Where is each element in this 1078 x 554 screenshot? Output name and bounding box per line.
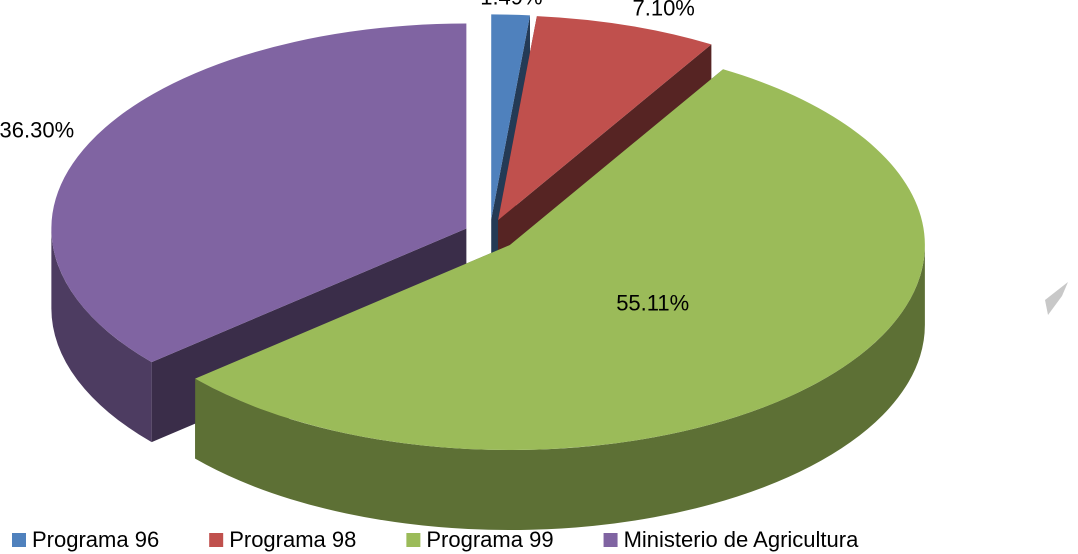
slice <box>498 16 712 221</box>
legend-label: Programa 98 <box>229 527 356 552</box>
slice-side <box>51 228 152 443</box>
data-label: 36.30% <box>0 117 74 142</box>
pie-tops <box>51 14 925 451</box>
decoration <box>1045 282 1068 315</box>
legend-label: Ministerio de Agricultura <box>624 527 860 552</box>
legend-label: Programa 99 <box>426 527 553 552</box>
data-labels: 1.49% 7.10% 55.11% 36.30% <box>0 0 695 315</box>
slice <box>195 69 925 451</box>
slice-side <box>195 245 925 531</box>
slice <box>51 23 467 363</box>
data-label: 55.11% <box>616 290 689 315</box>
slice <box>491 14 531 220</box>
legend-swatch <box>603 533 618 547</box>
data-label: 1.49% <box>480 0 542 9</box>
legend-swatch <box>12 533 26 547</box>
legend-swatch <box>406 533 421 547</box>
legend: Programa 96 Programa 98 Programa 99 Ministe… <box>12 527 859 552</box>
pie-rims <box>51 228 925 531</box>
data-label: 7.10% <box>632 0 694 20</box>
legend-label: Programa 96 <box>32 527 159 552</box>
legend-swatch <box>209 533 224 547</box>
